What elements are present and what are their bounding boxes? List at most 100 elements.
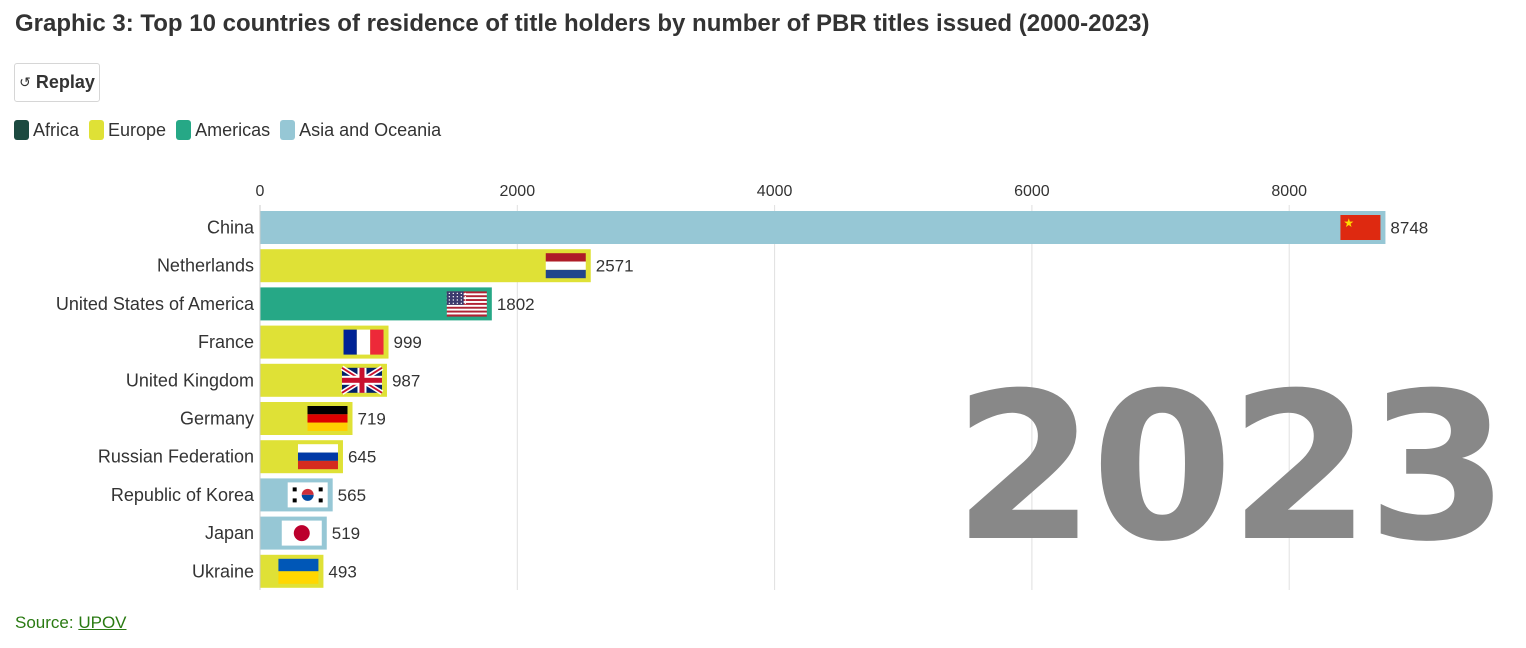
flag-star xyxy=(464,292,467,295)
legend-item-europe[interactable]: Europe xyxy=(89,120,166,141)
flag-star xyxy=(464,296,467,298)
flag-part xyxy=(278,558,319,572)
bar-row-china: China ★ 8748 xyxy=(207,211,1428,244)
legend-label-americas: Americas xyxy=(195,119,271,140)
flag-part xyxy=(307,406,348,415)
flag-part xyxy=(301,494,314,501)
flag-part xyxy=(545,253,586,262)
flag-star xyxy=(452,302,455,304)
category-label: Netherlands xyxy=(157,256,254,276)
legend: Africa Europe Americas Asia and Oceania xyxy=(14,118,451,142)
flag-part xyxy=(446,302,487,306)
flag-part xyxy=(446,314,487,317)
bar-row-ukraine: Ukraine 493 xyxy=(192,554,357,588)
category-label: Ukraine xyxy=(192,561,254,581)
flag-star xyxy=(456,302,459,304)
legend-label-asia-oceania: Asia and Oceania xyxy=(299,119,442,140)
x-tick-label: 2000 xyxy=(500,183,536,200)
chart-title: Graphic 3: Top 10 countries of residence… xyxy=(15,10,1150,37)
flag-star xyxy=(460,302,463,304)
flag-part xyxy=(1340,215,1381,240)
source-link[interactable]: UPOV xyxy=(78,613,127,632)
flag-part xyxy=(297,444,338,453)
flag-part xyxy=(356,329,371,355)
flag-star xyxy=(464,302,467,304)
flag-part xyxy=(446,291,487,294)
flag-part xyxy=(446,291,464,305)
replay-icon: ↺ xyxy=(19,74,31,90)
legend-swatch-asia-oceania xyxy=(280,120,296,140)
x-tick-label: 8000 xyxy=(1271,183,1307,200)
bar-row-germany: Germany 719 xyxy=(180,402,386,435)
category-label: United Kingdom xyxy=(126,370,254,390)
category-label: Japan xyxy=(205,523,254,543)
flag-star xyxy=(448,292,451,295)
flag-part xyxy=(318,498,323,503)
legend-swatch-africa xyxy=(14,120,29,140)
value-label: 987 xyxy=(392,371,420,390)
flag-star xyxy=(464,299,467,301)
value-label: 1802 xyxy=(497,295,535,314)
flag-star xyxy=(460,296,463,298)
x-tick-label: 0 xyxy=(256,183,265,200)
flag-icon xyxy=(340,365,384,395)
flag-star xyxy=(456,292,459,295)
flag-star xyxy=(456,296,459,298)
flag-part xyxy=(292,498,297,503)
category-label: France xyxy=(198,332,254,352)
flag-star xyxy=(448,296,451,298)
x-tick-label: 6000 xyxy=(1014,183,1050,200)
legend-item-asia-oceania[interactable]: Asia and Oceania xyxy=(280,120,441,141)
flag-part xyxy=(446,299,487,302)
source-prefix: Source: xyxy=(15,613,74,632)
bar-row-united-states-of-america: United States of America 1802 xyxy=(56,287,535,321)
source-line: Source: UPOV xyxy=(15,613,127,633)
legend-item-africa[interactable]: Africa xyxy=(14,120,79,141)
replay-button[interactable]: ↺ Replay xyxy=(14,63,100,102)
flag-icon xyxy=(281,520,322,546)
bar-row-russian-federation: Russian Federation 645 xyxy=(98,440,376,474)
flag-part xyxy=(446,293,487,296)
x-tick-label: 4000 xyxy=(757,183,793,200)
flag-star xyxy=(460,292,463,295)
flag-icon xyxy=(343,329,384,355)
flag-part xyxy=(545,261,586,270)
flag-icon xyxy=(278,558,319,584)
flag-part xyxy=(446,297,487,300)
category-label: China xyxy=(207,218,255,238)
flag-star xyxy=(452,292,455,295)
year-label: 2023 xyxy=(953,350,1505,587)
category-label: Republic of Korea xyxy=(111,485,255,505)
flag-icon xyxy=(287,482,328,508)
flag-part xyxy=(293,525,310,542)
bar xyxy=(260,211,1386,244)
flag-part xyxy=(301,488,314,495)
value-label: 2571 xyxy=(596,257,634,276)
flag-part xyxy=(297,452,338,461)
legend-label-europe: Europe xyxy=(108,119,167,140)
bar-row-netherlands: Netherlands 2571 xyxy=(157,249,634,283)
category-label: United States of America xyxy=(56,294,255,314)
flag-part xyxy=(292,487,297,492)
flag-part xyxy=(359,367,365,393)
flag-part xyxy=(446,312,487,315)
legend-item-americas[interactable]: Americas xyxy=(176,120,270,141)
flag-star: ★ xyxy=(1343,216,1354,230)
flag-icon xyxy=(297,444,338,470)
flag-part xyxy=(318,487,323,492)
value-label: 493 xyxy=(328,562,356,581)
bar-row-japan: Japan 519 xyxy=(205,516,360,550)
flag-part xyxy=(446,301,487,304)
flag-icon xyxy=(307,406,348,431)
bar-chart: 0 2000 4000 6000 8000 2023 China ★ 8748 Netherlan… xyxy=(56,183,1509,590)
flag-part xyxy=(446,310,487,313)
legend-label-africa: Africa xyxy=(33,119,80,140)
bar-row-republic-of-korea: Republic of Korea 565 xyxy=(111,478,366,512)
value-label: 719 xyxy=(357,410,385,429)
flag-part xyxy=(446,306,487,309)
flag-star xyxy=(460,299,463,301)
flag-star xyxy=(448,299,451,301)
value-label: 519 xyxy=(332,524,360,543)
flag-part xyxy=(343,329,357,355)
flag-part xyxy=(545,269,586,279)
